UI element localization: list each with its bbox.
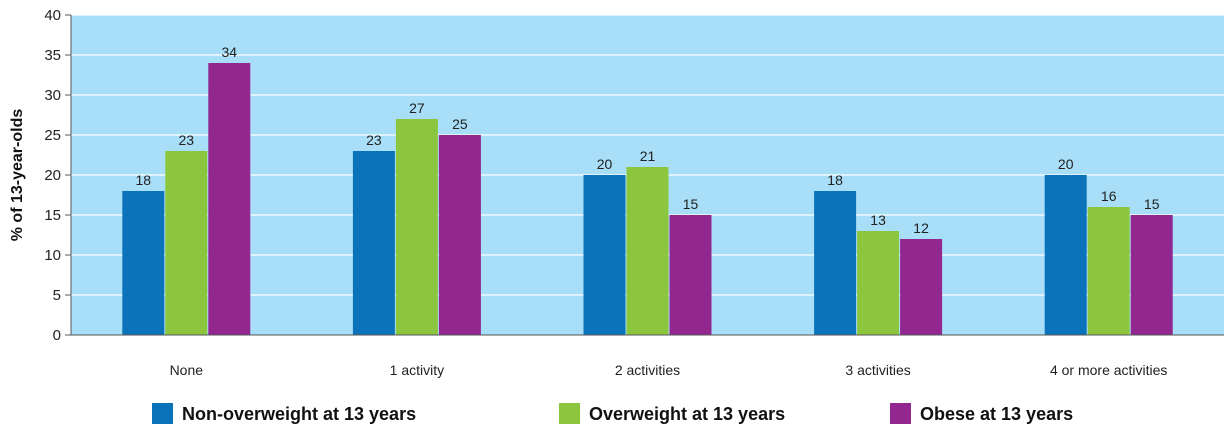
bar (857, 231, 900, 335)
x-tick-label: 3 activities (845, 362, 910, 378)
y-axis-label: % of 13-year-olds (9, 109, 26, 242)
bars: 18 23 34 23 27 25 20 21 15 18 13 12 20 16 15 (122, 44, 1173, 335)
bar (583, 175, 626, 335)
bar (1044, 175, 1087, 335)
data-label: 16 (1101, 188, 1117, 204)
axes: 0 5 10 15 20 25 30 35 40 None 1 activity 2 activiti… (44, 7, 1224, 378)
legend-swatch (890, 403, 911, 424)
data-label: 23 (366, 132, 382, 148)
data-label: 12 (913, 220, 929, 236)
data-label: 18 (136, 172, 152, 188)
data-label: 18 (827, 172, 843, 188)
data-label: 13 (870, 212, 886, 228)
legend-label: Obese at 13 years (920, 404, 1073, 424)
x-tick-label: 1 activity (390, 362, 444, 378)
bar (814, 191, 857, 335)
data-label: 15 (1144, 196, 1160, 212)
bar (352, 151, 395, 335)
bar (438, 135, 481, 335)
y-tick-label: 30 (44, 87, 61, 104)
data-label: 21 (640, 148, 656, 164)
bar (165, 151, 208, 335)
data-label: 20 (597, 156, 613, 172)
bar (669, 215, 712, 335)
y-tick-label: 0 (53, 327, 61, 344)
bar (626, 167, 669, 335)
x-tick-label: None (170, 362, 204, 378)
data-label: 15 (683, 196, 699, 212)
data-label: 34 (222, 44, 238, 60)
y-tick-label: 25 (44, 127, 61, 144)
y-tick-label: 10 (44, 247, 61, 264)
y-tick-label: 5 (53, 287, 61, 304)
bar (122, 191, 165, 335)
data-label: 20 (1058, 156, 1074, 172)
bar (1087, 207, 1130, 335)
data-label: 23 (179, 132, 195, 148)
legend-label: Overweight at 13 years (589, 404, 785, 424)
legend-label: Non-overweight at 13 years (182, 404, 416, 424)
bar (900, 239, 943, 335)
bar (395, 119, 438, 335)
x-tick-label: 4 or more activities (1050, 362, 1167, 378)
data-label: 27 (409, 100, 425, 116)
x-tick-label: 2 activities (615, 362, 680, 378)
y-tick-label: 20 (44, 167, 61, 184)
legend-swatch (152, 403, 173, 424)
y-tick-label: 40 (44, 7, 61, 24)
bar (1130, 215, 1173, 335)
y-tick-label: 15 (44, 207, 61, 224)
data-label: 25 (452, 116, 468, 132)
bar (208, 63, 251, 335)
legend-swatch (559, 403, 580, 424)
y-tick-label: 35 (44, 47, 61, 64)
legend: Non-overweight at 13 years Overweight at … (152, 403, 1073, 424)
